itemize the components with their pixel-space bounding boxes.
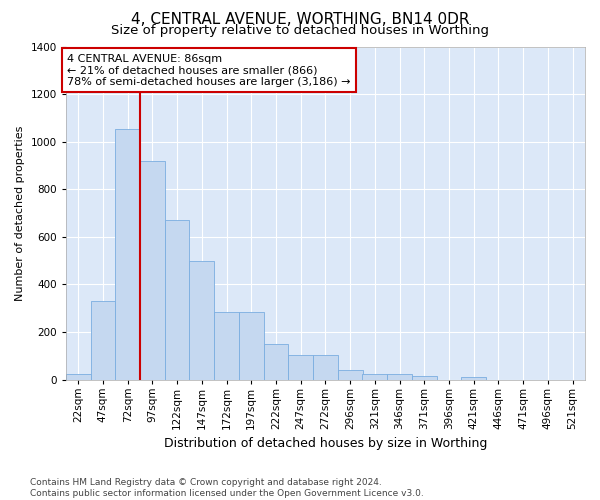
Bar xyxy=(115,128,140,380)
Bar xyxy=(165,220,190,380)
Bar xyxy=(338,370,362,380)
Bar xyxy=(91,301,115,380)
Bar xyxy=(289,355,313,380)
Bar xyxy=(214,312,239,380)
Y-axis label: Number of detached properties: Number of detached properties xyxy=(15,126,25,300)
Bar xyxy=(190,260,214,380)
X-axis label: Distribution of detached houses by size in Worthing: Distribution of detached houses by size … xyxy=(164,437,487,450)
Text: Size of property relative to detached houses in Worthing: Size of property relative to detached ho… xyxy=(111,24,489,37)
Bar xyxy=(412,376,437,380)
Bar xyxy=(263,344,289,380)
Bar xyxy=(387,374,412,380)
Bar xyxy=(239,312,263,380)
Bar xyxy=(66,374,91,380)
Text: 4 CENTRAL AVENUE: 86sqm
← 21% of detached houses are smaller (866)
78% of semi-d: 4 CENTRAL AVENUE: 86sqm ← 21% of detache… xyxy=(67,54,350,87)
Text: Contains HM Land Registry data © Crown copyright and database right 2024.
Contai: Contains HM Land Registry data © Crown c… xyxy=(30,478,424,498)
Bar xyxy=(313,355,338,380)
Bar xyxy=(362,374,387,380)
Bar xyxy=(140,160,165,380)
Bar xyxy=(461,376,486,380)
Text: 4, CENTRAL AVENUE, WORTHING, BN14 0DR: 4, CENTRAL AVENUE, WORTHING, BN14 0DR xyxy=(131,12,469,28)
